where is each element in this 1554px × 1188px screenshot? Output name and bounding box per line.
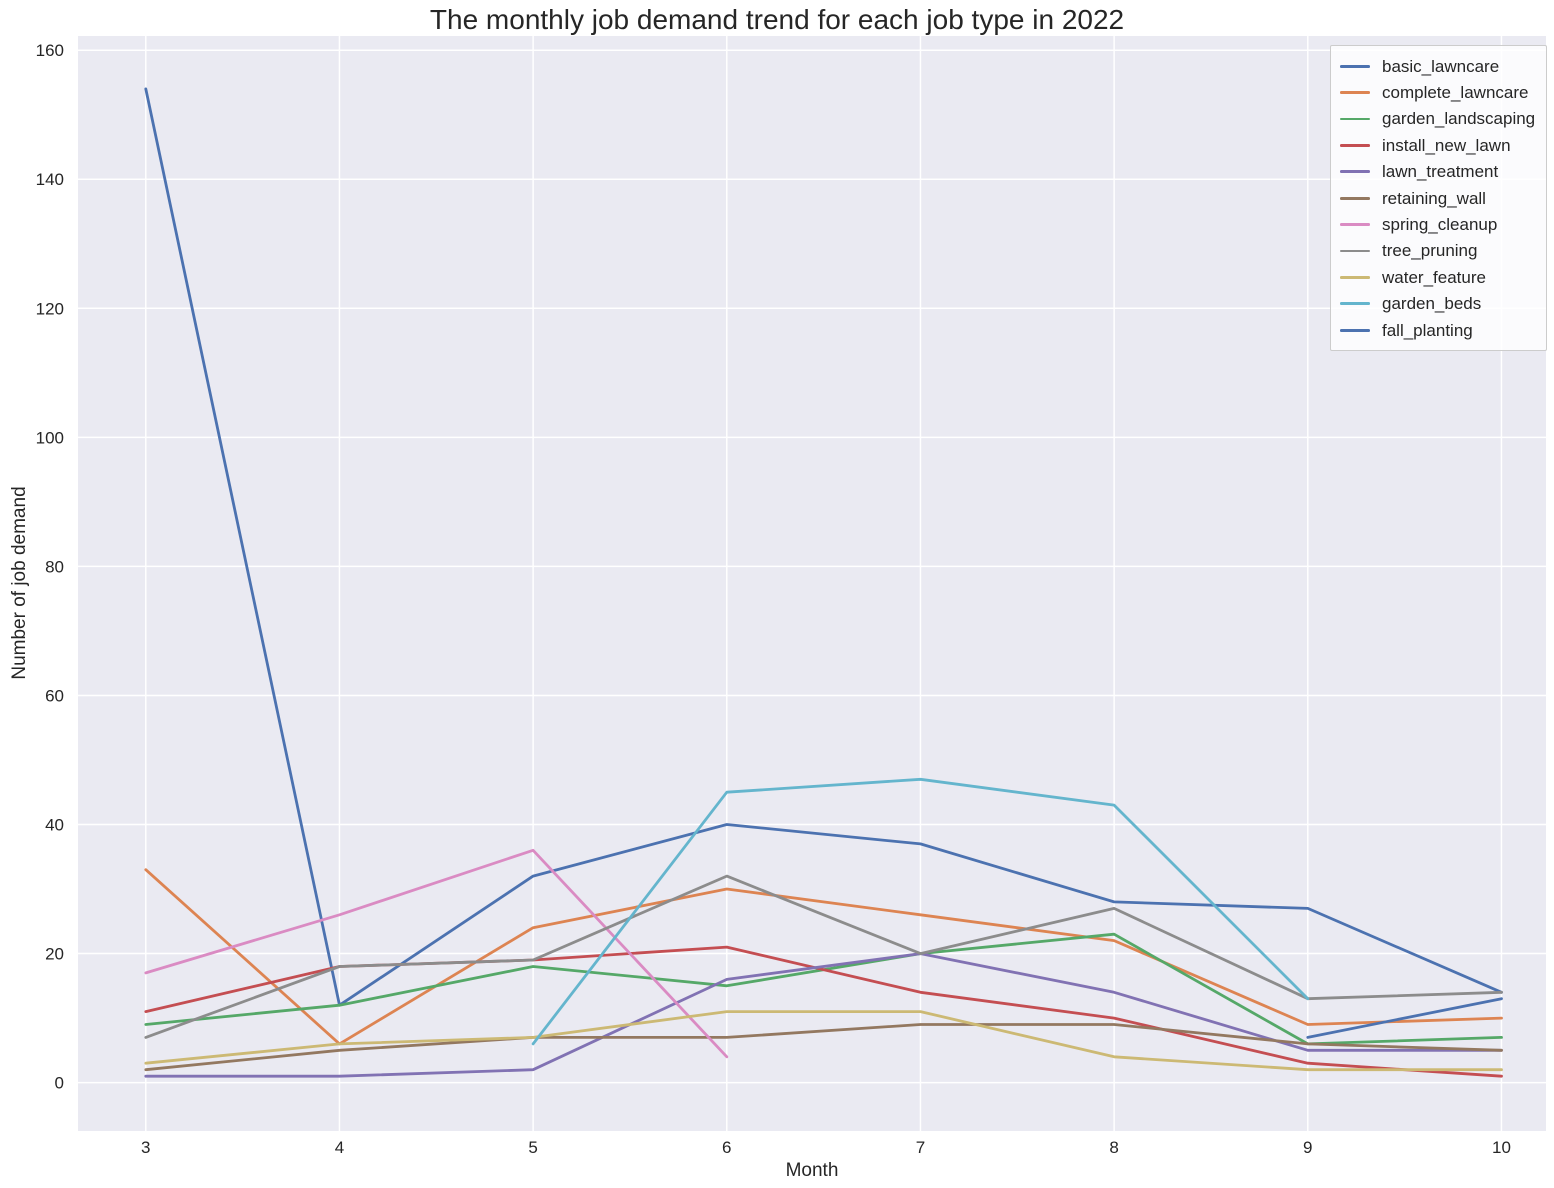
x-tick-label: 6 — [722, 1138, 731, 1157]
legend-item-basic_lawncare: basic_lawncare — [1340, 53, 1536, 79]
x-tick-label: 4 — [335, 1138, 344, 1157]
legend-item-lawn_treatment: lawn_treatment — [1340, 159, 1536, 185]
legend-swatch-garden_beds — [1340, 302, 1370, 306]
y-tick-label: 100 — [36, 428, 64, 447]
legend-item-spring_cleanup: spring_cleanup — [1340, 211, 1536, 237]
legend-item-garden_beds: garden_beds — [1340, 291, 1536, 317]
legend-label: water_feature — [1382, 267, 1486, 287]
chart-title: The monthly job demand trend for each jo… — [429, 4, 1125, 35]
legend-item-tree_pruning: tree_pruning — [1340, 238, 1536, 264]
y-axis-label: Number of job demand — [9, 486, 30, 680]
y-tick-label: 0 — [55, 1074, 64, 1093]
legend-swatch-install_new_lawn — [1340, 143, 1370, 147]
x-tick-label: 5 — [528, 1138, 537, 1157]
legend-swatch-tree_pruning — [1340, 249, 1370, 253]
legend-label: tree_pruning — [1382, 241, 1478, 261]
series-line-water_feature — [144, 1010, 1503, 1072]
legend-swatch-retaining_wall — [1340, 196, 1370, 200]
legend-swatch-lawn_treatment — [1340, 170, 1370, 174]
legend-label: install_new_lawn — [1382, 135, 1511, 155]
legend: basic_lawncare complete_lawncare garden_la… — [1330, 45, 1547, 352]
plot-panel — [78, 36, 1546, 1131]
legend-label: complete_lawncare — [1382, 83, 1529, 103]
series-line-complete_lawncare — [144, 868, 1503, 1046]
legend-label: fall_planting — [1382, 320, 1473, 340]
legend-label: basic_lawncare — [1382, 56, 1500, 76]
x-tick-label: 8 — [1109, 1138, 1118, 1157]
legend-label: lawn_treatment — [1382, 162, 1499, 182]
series-line-basic_lawncare — [144, 87, 1503, 1007]
x-tick-label: 9 — [1303, 1138, 1312, 1157]
x-tick-label: 10 — [1492, 1138, 1511, 1157]
legend-item-garden_landscaping: garden_landscaping — [1340, 106, 1536, 132]
legend-item-retaining_wall: retaining_wall — [1340, 185, 1536, 211]
legend-label: garden_beds — [1382, 294, 1482, 314]
legend-item-fall_planting: fall_planting — [1340, 317, 1536, 343]
legend-swatch-water_feature — [1340, 275, 1370, 279]
legend-item-install_new_lawn: install_new_lawn — [1340, 132, 1536, 158]
series-line-garden_beds — [531, 777, 1310, 1046]
legend-swatch-fall_planting — [1340, 328, 1370, 332]
y-tick-label: 140 — [36, 170, 64, 189]
y-tick-label: 160 — [36, 41, 64, 60]
y-tick-label: 40 — [45, 816, 64, 835]
y-tick-label: 60 — [45, 686, 64, 705]
legend-swatch-garden_landscaping — [1340, 117, 1370, 121]
series-line-retaining_wall — [144, 1023, 1503, 1072]
series-line-fall_planting — [1306, 997, 1503, 1039]
legend-label: spring_cleanup — [1382, 215, 1498, 235]
legend-item-water_feature: water_feature — [1340, 264, 1536, 290]
legend-swatch-spring_cleanup — [1340, 223, 1370, 226]
x-tick-label: 7 — [916, 1138, 925, 1157]
series-line-tree_pruning — [144, 874, 1503, 1039]
y-tick-label: 80 — [45, 557, 64, 576]
y-tick-label: 120 — [36, 299, 64, 318]
legend-swatch-complete_lawncare — [1340, 91, 1370, 94]
legend-label: retaining_wall — [1382, 188, 1486, 208]
legend-swatch-basic_lawncare — [1340, 64, 1370, 68]
y-tick-label: 20 — [45, 945, 64, 964]
x-axis-label: Month — [785, 1160, 839, 1181]
x-tick-label: 3 — [141, 1138, 150, 1157]
series-line-spring_cleanup — [144, 848, 729, 1059]
legend-item-complete_lawncare: complete_lawncare — [1340, 79, 1536, 105]
legend-label: garden_landscaping — [1382, 109, 1536, 129]
